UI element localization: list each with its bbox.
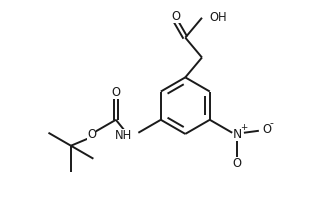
Text: NH: NH	[115, 129, 132, 142]
Text: OH: OH	[209, 11, 227, 24]
Text: O: O	[172, 10, 181, 23]
Text: +: +	[240, 123, 247, 132]
Text: N: N	[232, 128, 242, 141]
Text: -: -	[270, 118, 274, 129]
Text: O: O	[233, 157, 242, 170]
Text: O: O	[87, 128, 96, 141]
Text: O: O	[263, 123, 272, 136]
Text: O: O	[111, 86, 120, 99]
